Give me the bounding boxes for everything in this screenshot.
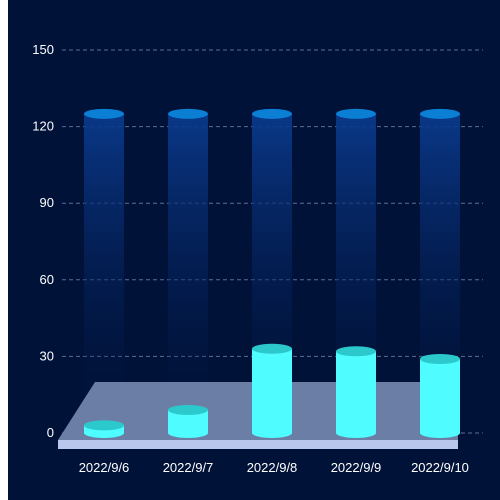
x-tick-label: 2022/9/6 [79,460,130,475]
x-tick-label: 2022/9/10 [411,460,469,475]
y-tick-label: 60 [40,272,54,287]
data-bar [336,346,376,438]
platform-front [58,440,458,449]
data-bar-cap [168,405,208,416]
data-bar-cap [252,343,292,354]
data-bar [252,343,292,438]
y-tick-label: 0 [47,425,54,440]
data-bar-cap [336,346,376,357]
background-bar-cap [420,108,460,119]
y-tick-label: 150 [32,42,54,57]
y-tick-label: 30 [40,348,54,363]
data-bar-cap [84,420,124,431]
y-tick-label: 120 [32,119,54,134]
y-tick-label: 90 [40,195,54,210]
data-bar-cap [420,353,460,364]
background-bar-cap [252,108,292,119]
background-bar-cap [336,108,376,119]
x-tick-label: 2022/9/8 [247,460,298,475]
page-margin [0,0,8,500]
x-tick-label: 2022/9/9 [331,460,382,475]
background-bar-cap [168,108,208,119]
y-axis-ticks: 0 30 60 90 120 150 [32,42,54,440]
data-bars [84,343,460,438]
data-bar [420,353,460,438]
background-bar [168,108,208,433]
background-bar-cap [84,108,124,119]
x-axis-ticks: 2022/9/6 2022/9/7 2022/9/8 2022/9/9 2022/9/1… [79,460,469,475]
x-tick-label: 2022/9/7 [163,460,214,475]
background-bar [84,108,124,433]
data-bar [84,420,124,438]
data-bar [168,405,208,438]
